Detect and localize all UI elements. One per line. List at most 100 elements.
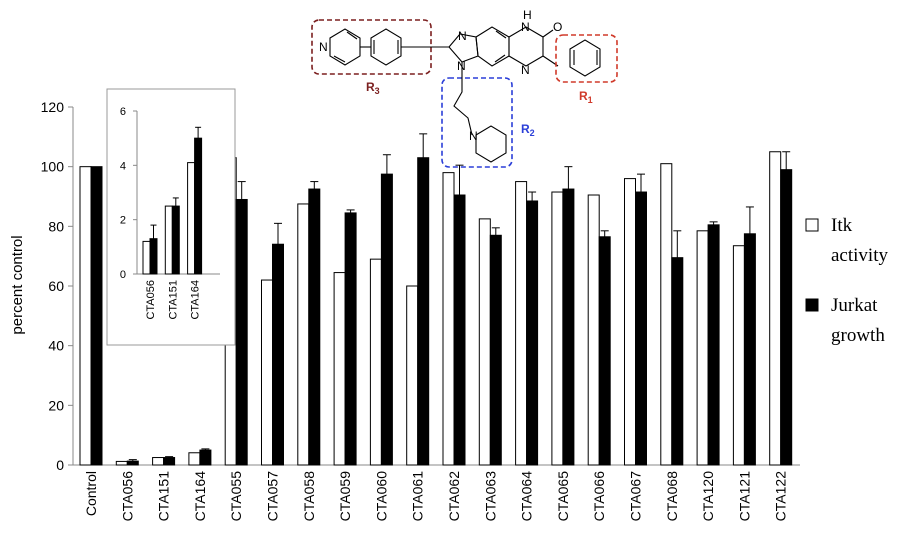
legend: Itk activity Jurkat growth [805,215,888,346]
piperidine-ring [475,125,507,163]
x-tick-label: CTA120 [700,471,716,522]
x-tick-label: Control [83,471,99,516]
x-tick-label: CTA057 [265,471,281,522]
bar-itk-activity [297,203,310,466]
r1-label: R1 [579,89,593,105]
bar-jurkat-growth [163,457,176,466]
legend-label-itk-line1: Itk [831,215,853,236]
bar-jurkat-growth [417,157,430,466]
propyl-chain [453,62,473,136]
y-axis-label: percent control [9,235,26,334]
x-tick-label: CTA061 [410,471,426,522]
legend-swatch-itk [805,218,819,232]
y-tick-label: 80 [48,218,64,234]
bar-itk-activity [369,258,382,466]
bar-jurkat-growth [380,173,393,466]
bar-itk-activity [769,151,782,466]
atom-n-pyridine: N [319,40,328,54]
inset-x-tick-label: CTA056 [145,280,157,320]
x-tick-label: CTA064 [519,471,535,522]
inset-x-tick-label: CTA164 [190,280,202,320]
bar-jurkat-growth [562,188,575,466]
inset-bar-itk-activity [187,162,196,275]
atom-o: O [553,20,562,34]
bar-jurkat-growth [90,166,103,466]
y-tick-label: 120 [41,99,65,115]
bar-jurkat-growth [344,212,357,466]
bar-itk-activity [333,272,346,466]
x-tick-label: CTA121 [736,471,752,522]
pyridine-ring [329,28,361,66]
bar-itk-activity [696,230,709,466]
inset-bar-jurkat-growth [194,137,203,275]
y-tick-label: 60 [48,278,64,294]
bar-itk-activity [188,452,201,466]
x-tick-labels: Control CTA056 CTA151 CTA164 CTA055 CTA057 CTA… [83,471,789,522]
bar-jurkat-growth [126,460,139,466]
bar-jurkat-growth [453,194,466,466]
x-tick-label: CTA068 [664,471,680,522]
inset-bar-itk-activity [164,205,173,275]
x-tick-label: CTA058 [301,471,317,522]
x-tick-label: CTA122 [773,471,789,522]
x-tick-label: CTA059 [337,471,353,522]
bar-jurkat-growth [199,449,212,466]
inset-y-tick-label: 2 [120,215,126,227]
x-tick-label: CTA067 [628,471,644,522]
y-tick-label: 40 [48,338,64,354]
legend-label-itk-line2: activity [831,245,888,266]
y-tick-label: 20 [48,397,64,413]
inset-y-tick-label: 6 [120,106,126,118]
inset-y-ticks: 0 2 4 6 [120,106,137,281]
legend-label-jurkat-line1: Jurkat [831,295,878,316]
bar-jurkat-growth [598,236,611,466]
x-tick-label: CTA062 [446,471,462,522]
bars [79,133,793,466]
y-tick-label: 100 [41,159,65,175]
inset-y-tick-label: 0 [120,269,126,281]
r3-highlight-box [311,19,432,75]
bar-itk-activity [587,194,600,466]
inset-x-tick-labels: CTA056 CTA151 CTA164 [145,280,202,320]
benzyl-ring [569,39,601,77]
inset-bar-itk-activity [142,240,151,275]
bar-jurkat-growth [235,198,248,466]
r1-highlight-box [555,34,618,83]
bar-itk-activity [732,245,745,466]
bar-itk-activity [115,460,128,466]
atom-n-imidazole-bottom: N [457,59,466,73]
bar-itk-activity [261,279,273,466]
bar-itk-activity [660,163,673,466]
bar-itk-activity [406,285,419,466]
bar-itk-activity [478,218,491,466]
atom-n-amide: N [521,20,530,34]
bar-itk-activity [551,191,564,466]
r3-label: R3 [366,80,380,96]
x-tick-label: CTA060 [373,471,389,522]
bar-jurkat-growth [743,233,756,466]
x-tick-label: CTA066 [591,471,607,522]
bar-jurkat-growth [671,257,684,466]
bar-jurkat-growth [635,191,647,466]
bar-itk-activity [624,178,636,466]
legend-swatch-jurkat [805,298,819,312]
bar-jurkat-growth [308,188,321,466]
bar-jurkat-growth [489,234,502,466]
x-tick-label: CTA164 [192,471,208,522]
y-tick-label: 0 [56,457,64,473]
r2-label: R2 [521,122,535,138]
bar-itk-activity [515,181,528,466]
bar-jurkat-growth [780,169,793,466]
bar-jurkat-growth [526,200,539,466]
atom-n-piperidine: N [469,129,478,143]
x-tick-label: CTA063 [482,471,498,522]
benzene-ring [475,26,510,67]
bar-itk-activity [152,457,165,466]
bar-jurkat-growth [707,224,720,466]
atom-h: H [523,8,532,22]
structure-atom-labels: N H N O N N N N R3 R2 R1 [319,8,593,143]
phenyl-ring [370,28,402,66]
atom-n-pyrazine: N [521,63,530,77]
x-tick-label: CTA065 [555,471,571,522]
